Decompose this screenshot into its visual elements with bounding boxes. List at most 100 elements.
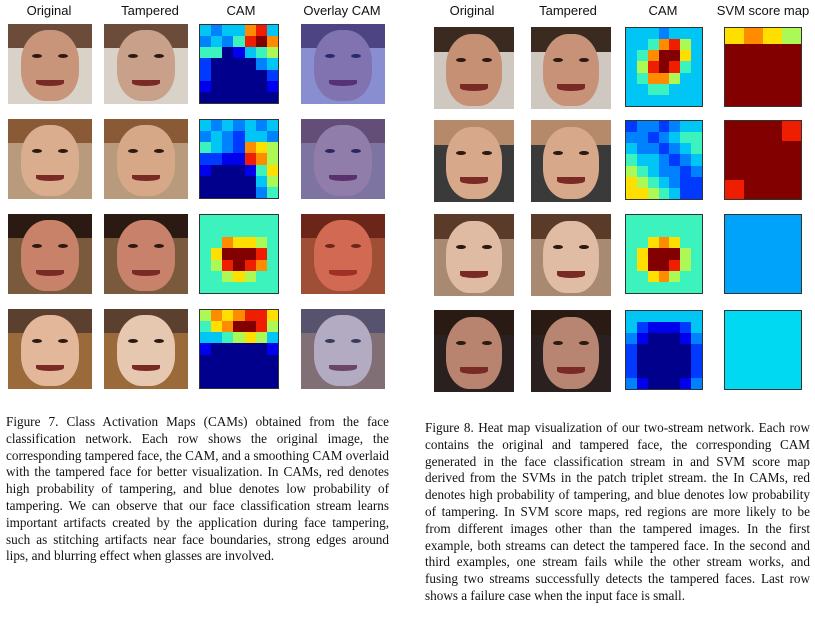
heat-cell [626,121,637,133]
heat-cell [266,354,278,366]
face-skin [20,315,80,386]
heat-cell [233,321,245,333]
heat-cell [691,121,702,133]
heat-cell [647,237,659,249]
heat-cell [222,226,234,238]
face-skin [543,33,599,106]
left-eye [127,149,138,154]
heat-cell [636,83,648,95]
cam-heatmap [199,24,279,104]
heat-cell [222,248,234,260]
heat-cell [244,270,256,282]
heat-cell [200,25,212,37]
heat-cell [266,36,278,48]
mouth [35,80,65,87]
heat-cell [266,58,278,70]
heat-cell [691,344,702,356]
right-eye [58,244,69,249]
heat-cell [244,69,256,81]
figure-8: Original Tampered CAM SVM score map Figu… [415,0,815,641]
right-eye [154,244,165,249]
heat-cell [658,226,670,238]
left-eye [456,58,466,63]
heat-cell [255,153,267,165]
mouth [35,270,65,277]
heat-cell [669,39,681,51]
heat-cell [200,248,212,260]
left-eye [127,244,138,249]
heat-cell [744,160,763,180]
heat-cell [744,121,763,141]
heat-cell [233,226,245,238]
heat-cell [636,237,648,249]
heat-cell [244,321,256,333]
heat-cell [725,74,744,91]
heat-cell [658,83,670,95]
heat-cell [626,187,637,199]
heat-cell [211,142,223,154]
left-eye [553,58,563,63]
original-face-image [434,120,514,202]
cam-heatmap [199,214,279,294]
column-header-svm-score-map: SVM score map [716,3,810,18]
heat-cell [266,321,278,333]
heat-cell [244,376,256,388]
heat-cell [680,50,692,62]
heat-cell [233,237,245,249]
heat-cell [744,59,763,75]
heat-cell [680,259,692,271]
heat-cell [244,80,256,92]
heat-cell [255,259,267,271]
heat-cell [691,366,702,378]
original-face-image [434,214,514,296]
mouth [460,84,488,91]
heat-cell [680,94,692,106]
overlay-cam-image [301,119,385,199]
heat-cell [200,237,212,249]
heat-cell [233,376,245,388]
mouth [131,270,161,277]
heat-cell [200,321,212,333]
heat-cell [636,132,648,144]
heat-cell [211,343,223,355]
heat-cell [211,25,223,37]
heat-cell [255,131,267,143]
heat-cell [669,259,681,271]
heat-cell [222,69,234,81]
heat-cell [669,322,681,334]
heat-cell [266,69,278,81]
heat-cell [200,36,212,48]
right-eye [58,339,69,344]
heat-cell [255,58,267,70]
heat-cell [266,186,278,198]
heat-cell [626,248,637,260]
heat-cell [763,74,782,91]
tampered-face-image [531,214,611,296]
heat-cell [680,355,692,367]
heat-cell [647,61,659,73]
heat-cell [244,237,256,249]
heat-cell [725,43,744,60]
heat-cell [669,121,681,133]
face-skin [20,30,80,101]
heat-cell [691,259,702,271]
left-eye [553,151,563,156]
heat-cell [255,215,267,227]
heat-cell [244,175,256,187]
heat-cell [725,140,744,160]
heat-cell [211,281,223,293]
face-skin [116,315,176,386]
column-header-cam: CAM [648,3,678,18]
mouth [131,365,161,372]
heat-cell [636,154,648,166]
heat-cell [636,281,648,293]
heat-cell [658,165,670,177]
heat-cell [233,354,245,366]
mouth [460,367,488,374]
heat-cell [211,153,223,165]
right-eye [58,54,69,59]
heat-cell [222,153,234,165]
overlay-cam-image [301,214,385,294]
column-header-original: Original [26,3,72,18]
heat-cell [744,90,763,106]
